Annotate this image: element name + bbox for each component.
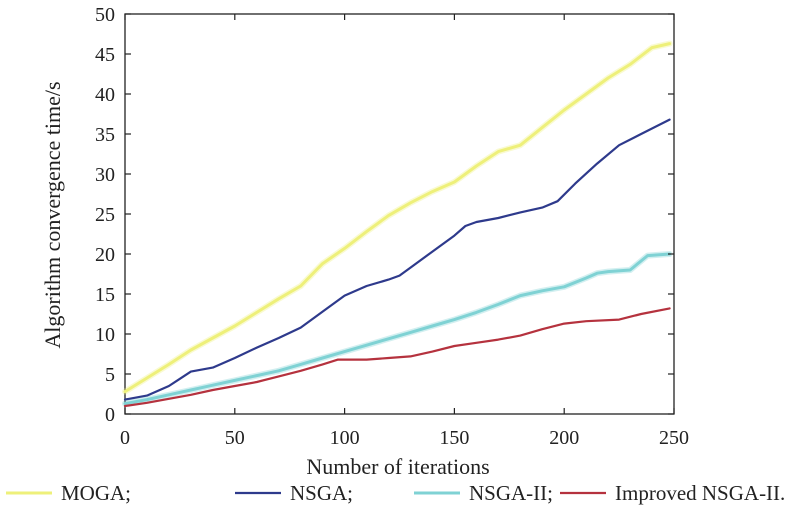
y-tick-label: 50 bbox=[95, 4, 115, 26]
y-axis-title: Algorithm convergence time/s bbox=[40, 81, 65, 348]
y-tick-label: 25 bbox=[95, 204, 115, 226]
y-tick-label: 35 bbox=[95, 124, 115, 146]
y-tick-label: 0 bbox=[105, 404, 115, 426]
series-layer bbox=[122, 40, 673, 408]
x-tick-label: 0 bbox=[120, 427, 130, 449]
y-axis-ticks: 0 5 10 15 20 25 30 35 40 45 50 bbox=[95, 4, 674, 426]
x-axis-title: Number of iterations bbox=[306, 454, 489, 479]
y-tick-label: 20 bbox=[95, 244, 115, 266]
x-tick-label: 100 bbox=[330, 427, 360, 449]
x-tick-label: 200 bbox=[549, 427, 579, 449]
legend-label: Improved NSGA-II. bbox=[615, 481, 785, 505]
legend-label: MOGA; bbox=[61, 481, 131, 505]
series-line-nsga-ii bbox=[123, 252, 672, 406]
y-tick-label: 5 bbox=[105, 364, 115, 386]
series-line-improved-nsga-ii bbox=[123, 307, 671, 408]
x-tick-label: 50 bbox=[225, 427, 245, 449]
x-tick-label: 150 bbox=[439, 427, 469, 449]
plot-frame bbox=[124, 13, 675, 415]
series-line-nsga bbox=[123, 118, 671, 401]
plot-area bbox=[124, 13, 675, 415]
legend: MOGA; NSGA; NSGA-II; Improved NSGA-II. bbox=[6, 481, 785, 505]
series-halo-0 bbox=[122, 40, 673, 395]
series-line-moga bbox=[123, 42, 672, 394]
y-tick-label: 30 bbox=[95, 164, 115, 186]
legend-label: NSGA-II; bbox=[469, 481, 553, 505]
x-axis-ticks: 0 50 100 150 200 250 bbox=[120, 14, 689, 449]
y-tick-label: 40 bbox=[95, 84, 115, 106]
legend-label: NSGA; bbox=[290, 481, 353, 505]
x-tick-label: 250 bbox=[659, 427, 689, 449]
y-tick-label: 10 bbox=[95, 324, 115, 346]
y-tick-label: 15 bbox=[95, 284, 115, 306]
y-tick-label: 45 bbox=[95, 44, 115, 66]
